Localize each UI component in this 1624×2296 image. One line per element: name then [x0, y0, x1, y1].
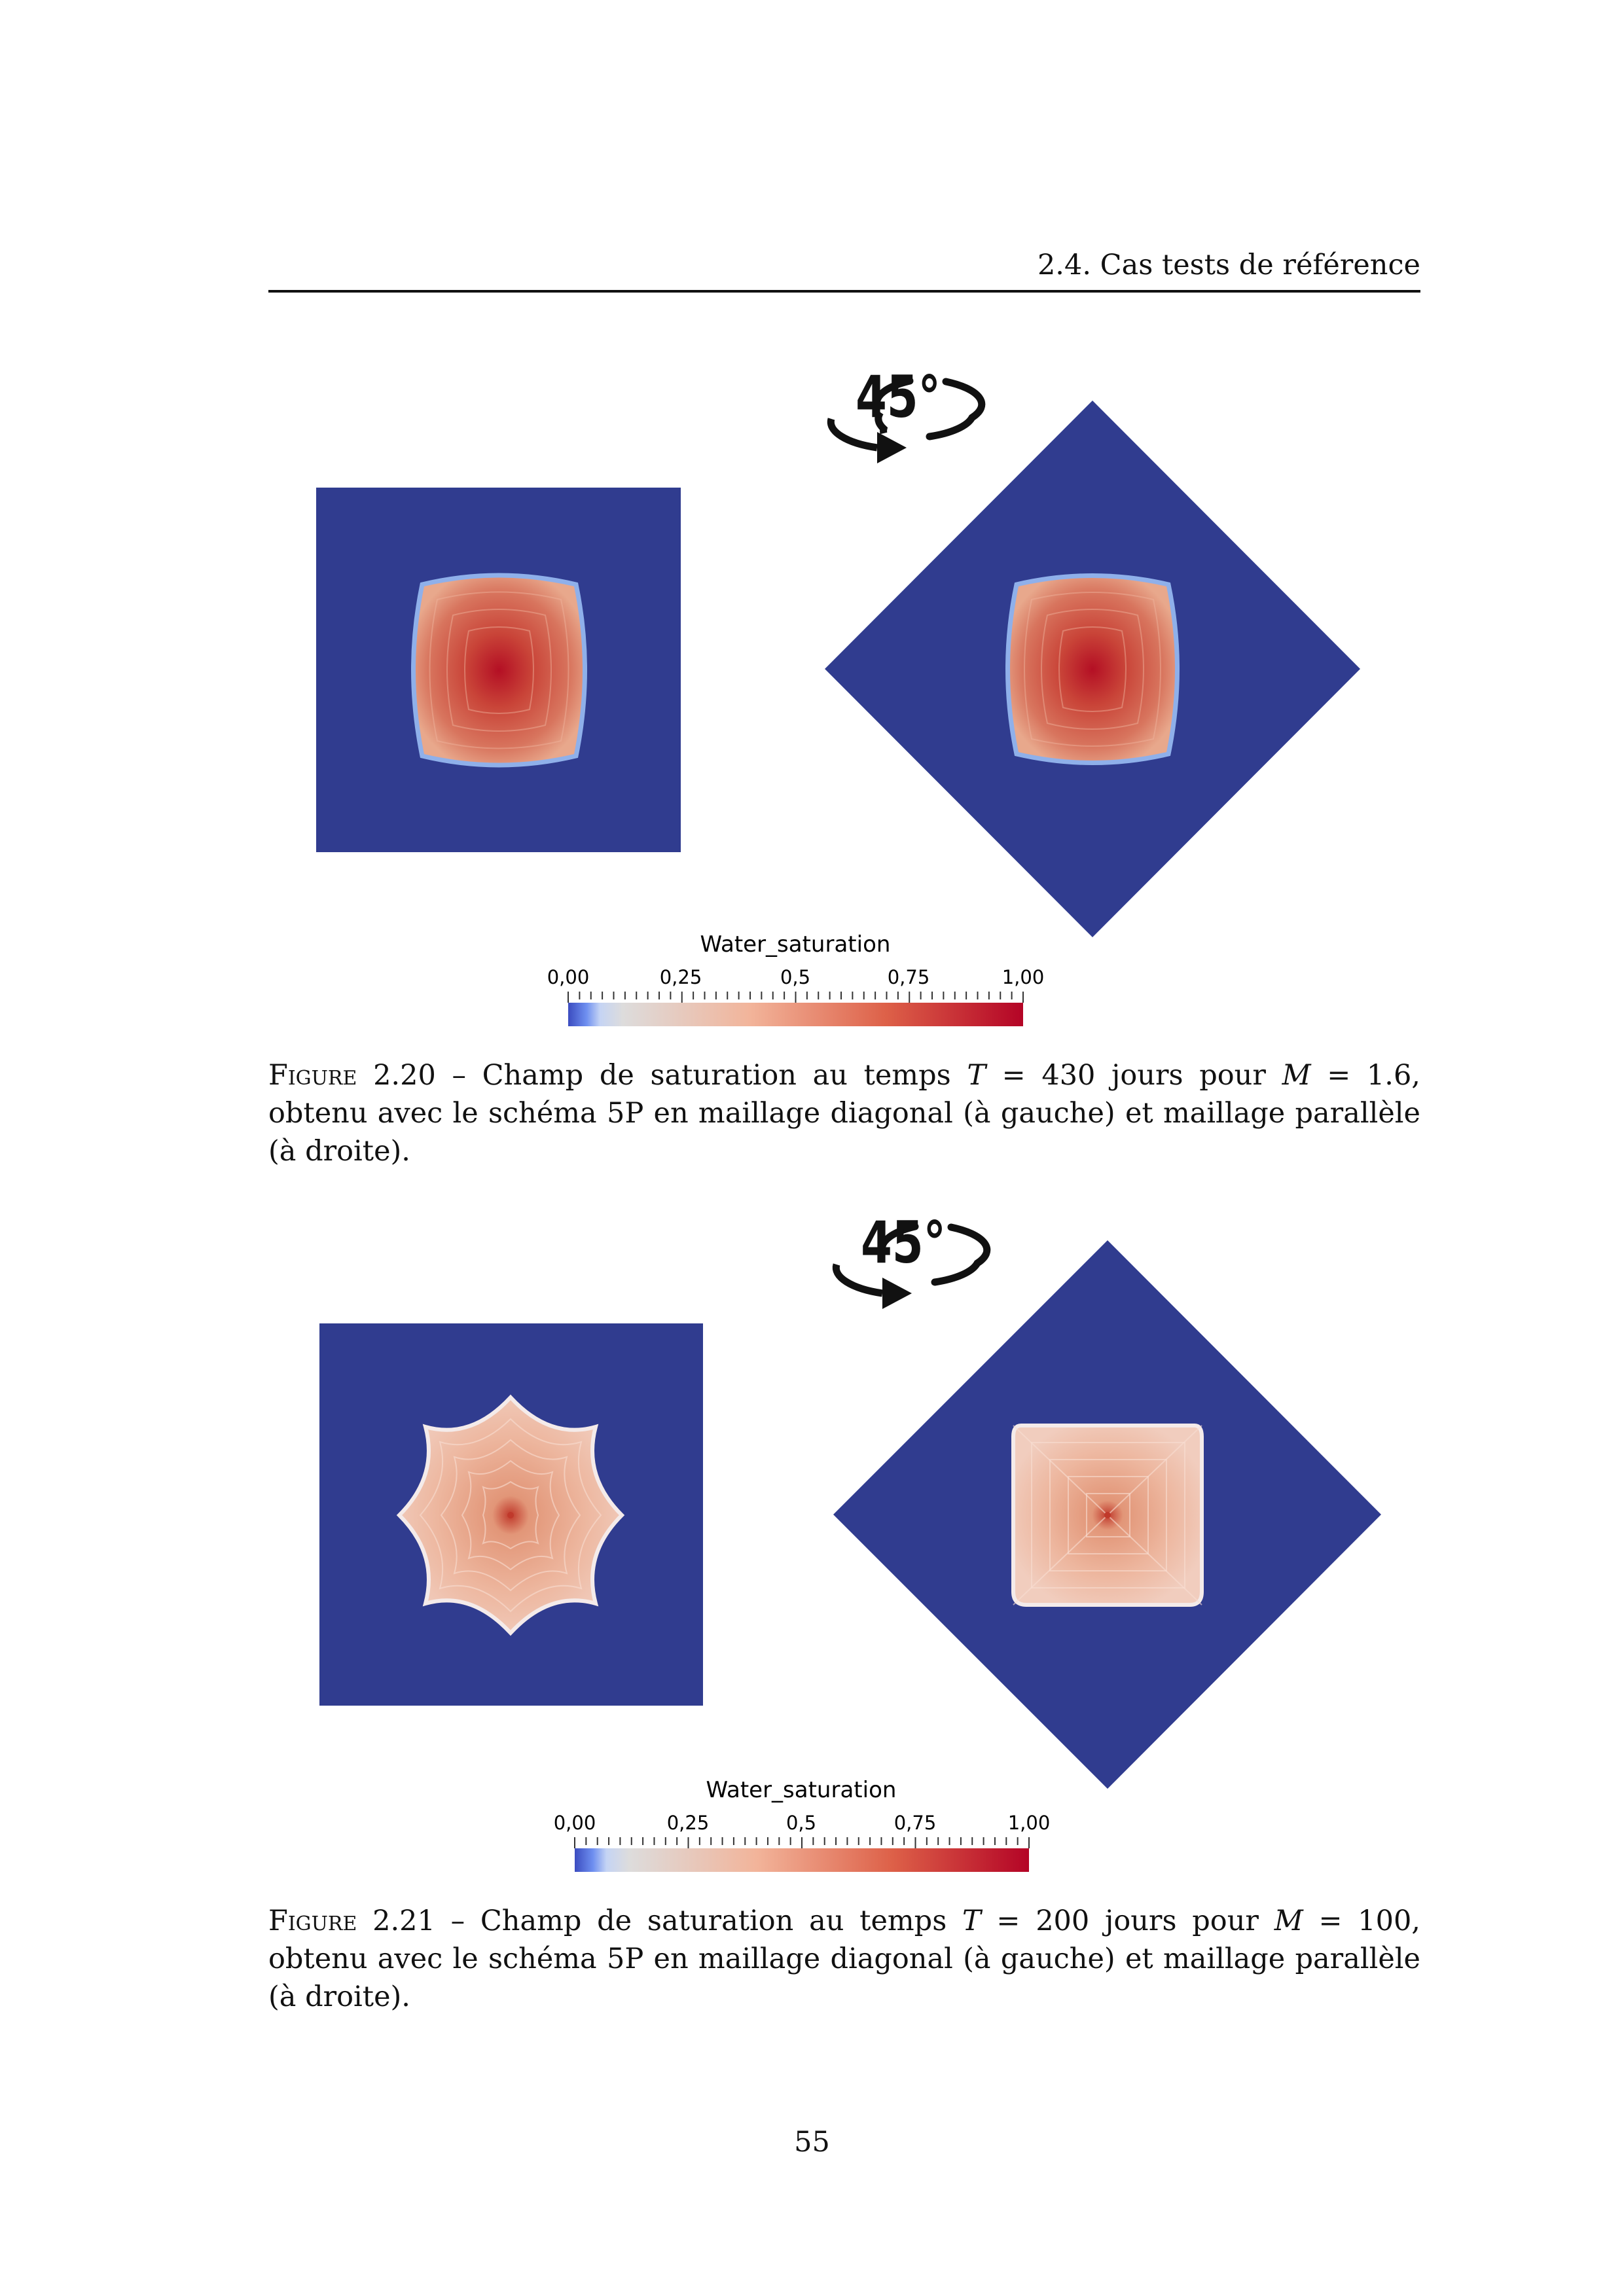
rotation-label: 45°	[861, 1210, 946, 1277]
caption-var: T	[967, 1059, 986, 1092]
colorbar-tick: 0,25	[660, 966, 702, 988]
colorbar-gradient	[568, 1003, 1023, 1026]
caption-var: M	[1274, 1905, 1303, 1937]
saturation-front-left-1	[411, 573, 587, 768]
figure-caption: Figure 2.21 – Champ de saturation au tem…	[268, 1902, 1420, 2016]
colorbar-tick: 0,75	[888, 966, 930, 988]
page-number: 55	[794, 2126, 830, 2159]
colorbar-tick: 0,25	[667, 1812, 710, 1834]
colorbar-1: Water_saturation 0,00 0,25 0,5 0,75 1,00	[547, 931, 1045, 1026]
rotation-label: 45°	[856, 364, 941, 431]
figure-caption: Figure 2.20 – Champ de saturation au tem…	[268, 1056, 1420, 1170]
caption-sep: –	[435, 1059, 482, 1092]
colorbar-tick: 0,00	[547, 966, 590, 988]
caption-var: T	[962, 1905, 981, 1937]
colorbar-tick: 0,5	[786, 1812, 816, 1834]
colorbar-title: Water_saturation	[706, 1777, 897, 1803]
colorbar-tick: 0,5	[780, 966, 810, 988]
figure-2-20: 45° Water_saturation 0,00 0,25 0,5 0,75 …	[316, 364, 1360, 1026]
colorbar-2: Water_saturation 0,00 0,25 0,5 0,75 1,00	[554, 1777, 1051, 1872]
caption-label: Figure 2.21	[268, 1905, 435, 1937]
rotate-45-icon: 45°	[832, 1210, 991, 1309]
caption-text: = 430 jours pour	[986, 1059, 1282, 1092]
rotate-45-icon: 45°	[827, 364, 986, 463]
caption-var: M	[1282, 1059, 1311, 1092]
saturation-front-right-1	[1005, 573, 1180, 765]
caption-text: = 200 jours pour	[981, 1905, 1274, 1937]
caption-text: Champ de saturation au temps	[480, 1905, 962, 1937]
header-rule	[268, 290, 1420, 293]
colorbar-tick: 1,00	[1002, 966, 1045, 988]
caption-label: Figure 2.20	[268, 1059, 436, 1092]
caption-text: Champ de saturation au temps	[482, 1059, 967, 1092]
colorbar-gradient	[575, 1848, 1029, 1872]
caption-text: = 100, obtenu avec le schéma 5P en maill…	[268, 1905, 1420, 2013]
colorbar-tick: 1,00	[1008, 1812, 1051, 1834]
colorbar-tick: 0,00	[554, 1812, 596, 1834]
colorbar-tick: 0,75	[894, 1812, 937, 1834]
caption-text: = 1.6, obtenu avec le schéma 5P en maill…	[268, 1059, 1420, 1168]
figure-2-21: 45° Water_saturation 0,00 0,25 0,5 0,75 …	[319, 1210, 1381, 1872]
running-header: 2.4. Cas tests de référence	[1037, 249, 1420, 281]
caption-sep: –	[435, 1905, 480, 1937]
colorbar-title: Water_saturation	[700, 931, 891, 958]
